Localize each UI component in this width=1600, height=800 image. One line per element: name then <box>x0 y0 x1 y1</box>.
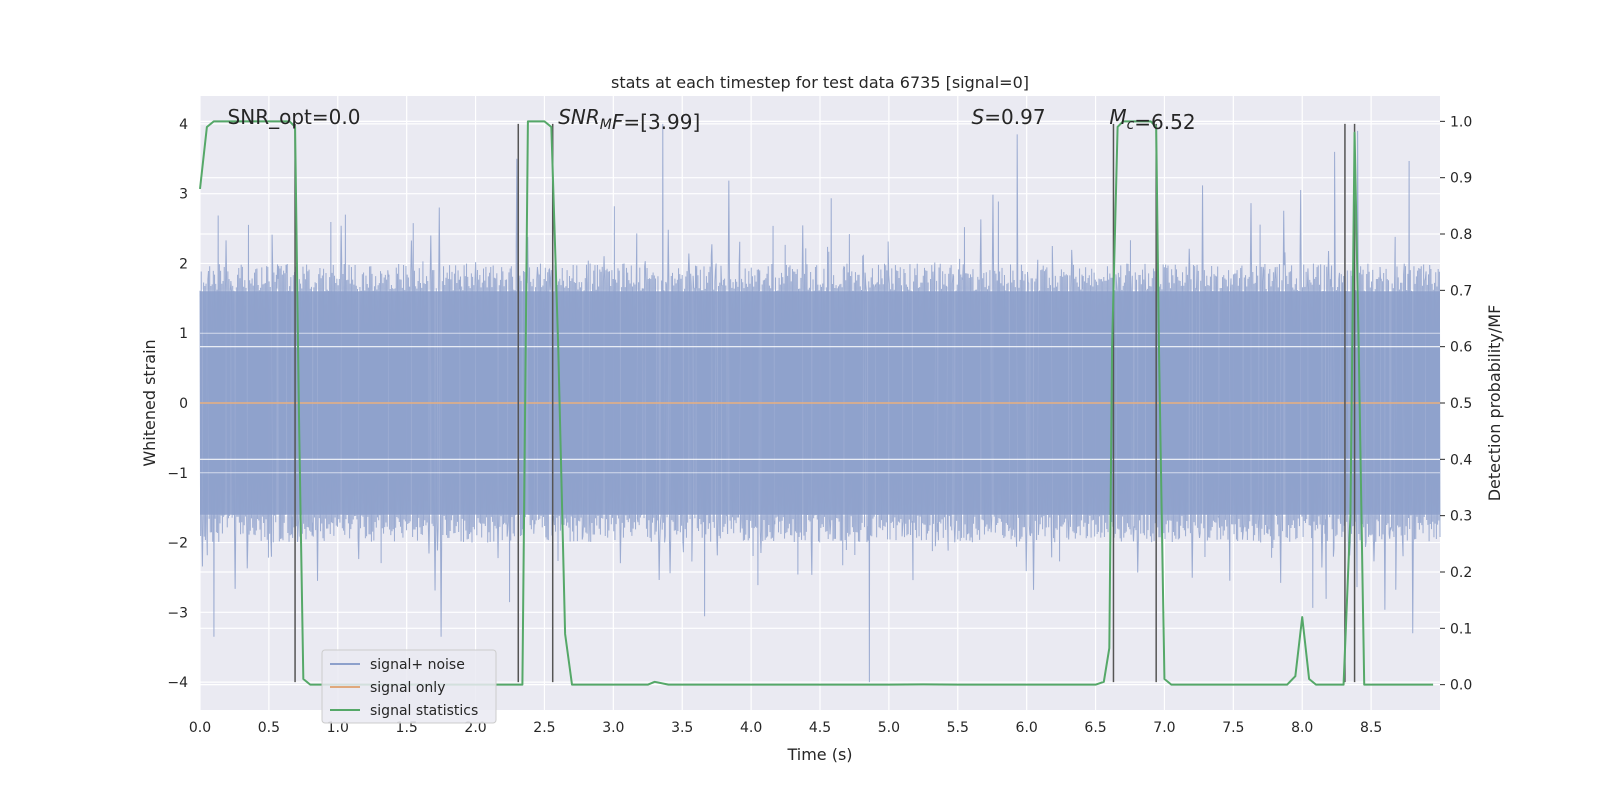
annotation-mc-value: Mc=6.52 <box>1109 105 1195 134</box>
x-tick-label: 6.0 <box>1016 720 1038 736</box>
y-tick-label: −2 <box>167 536 188 552</box>
y2-tick-label: 0.3 <box>1450 509 1472 525</box>
y-tick-label: −3 <box>167 605 188 621</box>
statistics-line <box>199 120 1434 686</box>
y2-tick-label: 0.6 <box>1450 340 1472 356</box>
y2-tick-label: 0.7 <box>1450 283 1472 299</box>
y2-tick-label: 0.1 <box>1450 621 1472 637</box>
legend-label-noise: signal+ noise <box>370 657 465 673</box>
annotation-snr-opt: SNR_opt=0.0 <box>228 105 361 129</box>
x-tick-label: 0.5 <box>258 720 280 736</box>
annotation-snr-mf: SNRMF=[3.99] <box>558 105 700 134</box>
y2-tick-label: 0.9 <box>1450 171 1472 187</box>
y-tick-label: 2 <box>179 256 188 272</box>
legend-label-statistics: signal statistics <box>370 703 478 719</box>
y-axis-ticks: −4 −3 −2 −1 0 1 2 3 4 <box>167 117 188 691</box>
y2-tick-label: 0.5 <box>1450 396 1472 412</box>
y-tick-label: 3 <box>179 187 188 203</box>
y-tick-label: −4 <box>167 675 188 691</box>
y2-axis-ticks: 0.0 0.1 0.2 0.3 0.4 0.5 0.6 0.7 0.8 0.9 1.0 <box>1440 114 1472 694</box>
y2-tick-label: 0.4 <box>1450 452 1472 468</box>
x-tick-label: 5.5 <box>947 720 969 736</box>
legend: signal+ noise signal only signal statist… <box>321 649 497 724</box>
x-tick-label: 4.0 <box>740 720 762 736</box>
legend-label-signal-only: signal only <box>370 680 445 696</box>
y-tick-label: −1 <box>167 466 188 482</box>
y2-tick-label: 0.0 <box>1450 678 1472 694</box>
y2-tick-label: 0.2 <box>1450 565 1472 581</box>
annotations: SNR_opt=0.0 SNRMF=[3.99] S=0.97 Mc=6.52 <box>228 105 1196 134</box>
x-tick-label: 7.5 <box>1222 720 1244 736</box>
y2-axis-title: Detection probability/MF <box>1485 305 1504 502</box>
x-tick-label: 5.0 <box>878 720 900 736</box>
x-tick-label: 6.5 <box>1084 720 1106 736</box>
annotation-s-value: S=0.97 <box>972 105 1046 129</box>
x-tick-label: 3.5 <box>671 720 693 736</box>
y-tick-label: 1 <box>179 326 188 342</box>
chart-title: stats at each timestep for test data 673… <box>611 73 1029 92</box>
y-axis-title: Whitened strain <box>140 339 159 466</box>
x-tick-label: 2.0 <box>464 720 486 736</box>
x-axis-title: Time (s) <box>786 745 852 764</box>
y2-tick-label: 1.0 <box>1450 114 1472 130</box>
x-tick-label: 2.5 <box>533 720 555 736</box>
x-tick-label: 4.5 <box>809 720 831 736</box>
x-axis-ticks: 0.0 0.5 1.0 1.5 2.0 2.5 3.0 3.5 4.0 4.5 5.0 5.5 6.0 6… <box>189 720 1382 736</box>
x-tick-label: 8.0 <box>1291 720 1313 736</box>
x-tick-label: 3.0 <box>602 720 624 736</box>
legend-box <box>321 649 497 724</box>
x-tick-label: 7.0 <box>1153 720 1175 736</box>
y2-tick-label: 0.8 <box>1450 227 1472 243</box>
x-tick-label: 1.0 <box>327 720 349 736</box>
statistics-series <box>199 120 1434 686</box>
x-tick-label: 8.5 <box>1360 720 1382 736</box>
x-tick-label: 1.5 <box>396 720 418 736</box>
x-tick-label: 0.0 <box>189 720 211 736</box>
y-tick-label: 4 <box>179 117 188 133</box>
y-tick-label: 0 <box>179 396 188 412</box>
